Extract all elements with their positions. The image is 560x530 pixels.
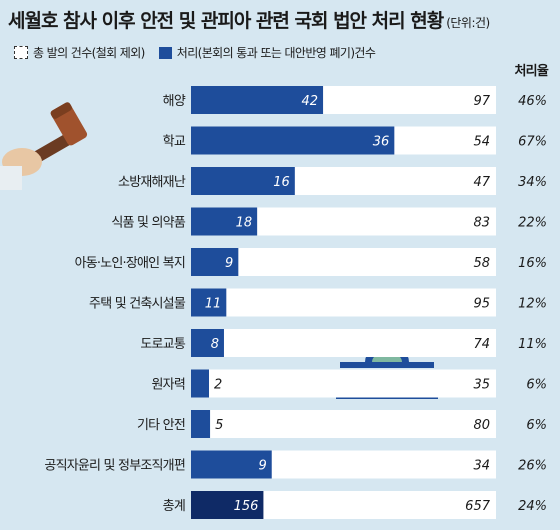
category-label: 소방재해재난 [118,175,186,190]
processed-bar [191,491,264,519]
category-label: 도로교통 [140,337,185,352]
gavel-icon [0,102,88,190]
chart-title: 세월호 참사 이후 안전 및 관피아 관련 국회 법안 처리 현황 (단위:건) [8,6,490,33]
rate-label: 16% [518,256,547,271]
unit-label: (단위:건) [446,16,490,30]
processed-value-label: 9 [225,256,233,271]
total-value-label: 54 [473,135,490,150]
processed-value-label: 11 [205,297,222,312]
category-label: 기타 안전 [137,418,185,433]
rate-label: 67% [518,135,547,150]
total-value-label: 34 [473,459,490,474]
legend-swatch-total [14,46,28,59]
processed-bar [191,288,227,317]
total-value-label: 83 [473,216,490,231]
rate-label: 6% [526,418,547,433]
category-label: 아동·노인·장애인 복지 [75,256,185,271]
total-bar [191,410,496,438]
total-value-label: 35 [473,378,490,393]
processed-bar [191,450,272,479]
rate-label: 12% [518,297,547,312]
total-bar [191,329,496,357]
processed-value-label: 8 [211,337,219,352]
rate-label: 6% [526,378,547,393]
processed-bar [191,369,209,398]
total-value-label: 58 [473,256,490,271]
total-value-label: 95 [473,297,490,312]
processed-bar [191,410,211,438]
legend-label-total: 총 발의 건수(철회 제외) [33,46,145,60]
total-value-label: 97 [473,94,490,109]
legend-label-processed: 처리(본회의 통과 또는 대안반영 폐기)건수 [176,46,376,60]
rate-label: 22% [518,216,547,231]
processed-bar [191,86,324,114]
legend: 총 발의 건수(철회 제외) 처리(본회의 통과 또는 대안반영 폐기)건수 [14,44,376,61]
rate-label: 26% [518,459,547,474]
category-label: 식품 및 의약품 [111,216,185,231]
processed-value-label: 18 [236,216,253,231]
processed-bar [191,126,395,155]
legend-swatch-processed [158,46,172,59]
rate-label: 46% [518,94,547,109]
category-label: 주택 및 건축시설물 [89,297,186,312]
category-label: 해양 [163,94,186,109]
rate-label: 11% [518,337,547,352]
processed-bar [191,248,239,276]
processed-value-label: 9 [258,459,266,474]
total-value-label: 74 [473,337,490,352]
processed-value-label: 156 [234,499,259,514]
category-label: 원자력 [152,378,185,393]
chart-rows: 해양 42 97 46%학교 36 54 67%소방재해재난 16 47 34%식품 및 의약품 1… [44,86,547,519]
processed-value-label: 2 [214,378,222,393]
total-bar [191,369,496,398]
rate-label: 24% [518,499,547,514]
processed-value-label: 5 [215,418,223,433]
rate-label: 34% [518,175,547,190]
processed-value-label: 16 [273,175,290,190]
total-bar [191,248,496,276]
total-value-label: 80 [473,418,490,433]
title-text: 세월호 참사 이후 안전 및 관피아 관련 국회 법안 처리 현황 [8,10,444,32]
total-bar [191,288,496,317]
total-value-label: 47 [473,175,490,190]
category-label: 학교 [163,135,186,150]
processed-bar [191,207,258,236]
processed-value-label: 36 [373,135,390,150]
processed-bar [191,329,224,357]
category-label: 총계 [163,499,185,514]
category-label: 공직자윤리 및 정부조직개편 [44,459,185,474]
total-value-label: 657 [465,499,491,514]
rate-header: 처리율 [514,64,549,79]
processed-bar [191,167,295,195]
processed-value-label: 42 [302,94,319,109]
